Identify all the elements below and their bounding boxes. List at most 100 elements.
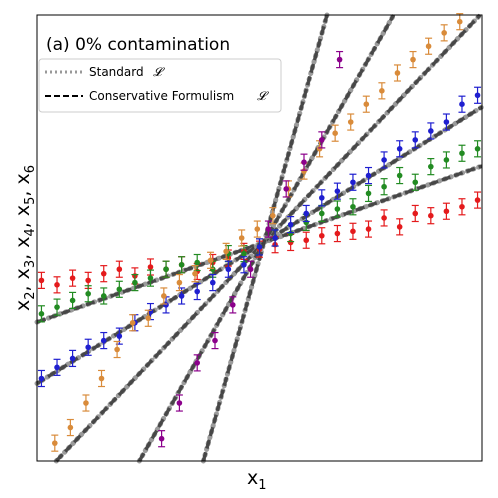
- data-point: [229, 296, 237, 314]
- data-point: [458, 198, 466, 216]
- point-marker: [265, 226, 272, 232]
- point-marker: [365, 190, 372, 197]
- data-point: [66, 418, 74, 437]
- point-marker: [85, 290, 91, 297]
- point-marker: [207, 257, 214, 264]
- data-point: [175, 394, 183, 412]
- point-marker: [425, 43, 432, 50]
- point-marker: [303, 210, 310, 217]
- data-point: [175, 273, 183, 292]
- data-point: [456, 13, 464, 31]
- point-marker: [241, 250, 247, 257]
- point-marker: [443, 208, 450, 215]
- data-point: [349, 173, 357, 191]
- data-point: [115, 260, 123, 278]
- point-marker: [459, 101, 465, 107]
- data-point: [396, 166, 404, 185]
- data-point: [425, 37, 433, 55]
- point-marker: [459, 150, 465, 157]
- point-marker: [270, 212, 276, 219]
- data-point: [100, 265, 108, 283]
- data-point: [380, 209, 388, 227]
- point-marker: [54, 282, 60, 288]
- data-point: [380, 151, 388, 169]
- data-point: [84, 338, 92, 356]
- y-axis-label-sub: 5: [23, 197, 38, 205]
- point-marker: [247, 266, 254, 273]
- point-marker: [132, 279, 138, 286]
- point-marker: [178, 261, 185, 268]
- data-point: [146, 269, 154, 287]
- data-point: [158, 430, 166, 448]
- point-marker: [428, 212, 434, 219]
- point-marker: [69, 355, 76, 362]
- legend: Standard 𝓛 Conservative Formulism 𝓛: [38, 58, 282, 113]
- y-axis-label-part: , x: [12, 268, 34, 291]
- point-marker: [379, 88, 385, 94]
- data-point: [302, 204, 310, 223]
- data-point: [129, 314, 137, 332]
- point-marker: [85, 277, 91, 284]
- point-marker: [474, 146, 481, 152]
- point-marker: [334, 188, 341, 194]
- data-point: [240, 256, 248, 274]
- point-marker: [230, 302, 236, 308]
- point-marker: [396, 172, 403, 179]
- point-marker: [163, 266, 169, 273]
- data-point: [318, 227, 326, 245]
- point-marker: [365, 226, 372, 232]
- point-marker: [456, 18, 463, 25]
- point-marker: [459, 203, 465, 210]
- data-point: [209, 273, 217, 292]
- data-point: [247, 260, 255, 278]
- data-point: [333, 200, 341, 218]
- point-marker: [38, 375, 45, 382]
- point-marker: [69, 297, 76, 304]
- data-points: [37, 13, 482, 452]
- point-marker: [145, 315, 152, 322]
- data-point: [100, 287, 108, 305]
- point-marker: [443, 119, 450, 125]
- point-marker: [194, 259, 200, 266]
- point-marker: [381, 183, 387, 190]
- data-point: [474, 140, 482, 158]
- point-marker: [410, 56, 416, 63]
- data-point: [53, 276, 61, 294]
- y-axis-label-part: , x: [12, 237, 34, 260]
- point-marker: [67, 424, 74, 431]
- point-marker: [114, 346, 120, 353]
- data-point: [207, 251, 215, 269]
- point-marker: [241, 261, 247, 268]
- point-marker: [194, 288, 200, 295]
- point-marker: [147, 264, 154, 270]
- point-marker: [381, 157, 387, 163]
- point-marker: [347, 119, 354, 125]
- data-point: [191, 265, 199, 283]
- point-marker: [83, 400, 89, 406]
- data-point: [37, 369, 45, 388]
- y-axis-label: x2, x3, x4, x5, x6: [12, 165, 38, 311]
- point-marker: [319, 137, 325, 143]
- data-point: [269, 207, 277, 225]
- data-point: [282, 180, 290, 198]
- data-point: [264, 220, 272, 238]
- point-marker: [287, 221, 294, 228]
- data-point: [427, 122, 435, 140]
- y-axis-label-part: x: [12, 300, 34, 311]
- data-point: [409, 50, 417, 69]
- data-point: [253, 220, 261, 238]
- point-marker: [334, 230, 341, 237]
- point-marker: [116, 333, 123, 339]
- point-marker: [223, 248, 229, 255]
- data-point: [84, 285, 92, 303]
- data-point: [411, 131, 419, 149]
- point-marker: [441, 30, 447, 36]
- y-axis-label-part: , x: [12, 173, 34, 196]
- data-point: [178, 256, 186, 274]
- point-marker: [396, 146, 403, 152]
- point-marker: [474, 92, 481, 99]
- data-point: [84, 271, 92, 289]
- conservative-fit-line-4: [137, 14, 396, 462]
- data-point: [458, 95, 466, 113]
